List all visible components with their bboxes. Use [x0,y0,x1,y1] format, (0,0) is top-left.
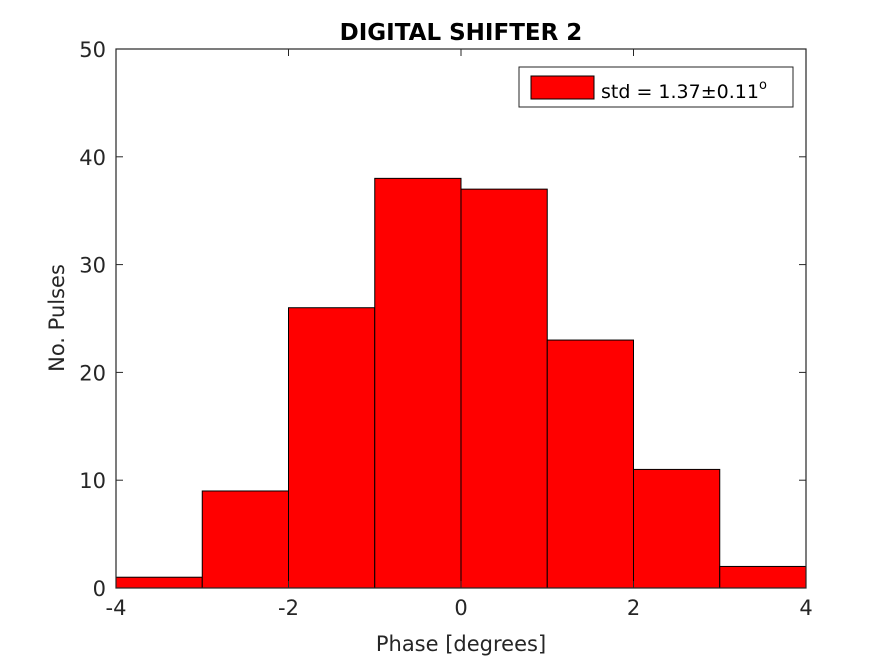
legend-label: std = 1.37±0.11o [601,78,767,103]
histogram-bar [115,576,203,589]
histogram-bar [633,468,721,589]
y-tick-label: 50 [79,38,106,62]
chart-title: DIGITAL SHIFTER 2 [340,20,583,46]
x-tick-label: 2 [627,596,640,620]
histogram-bar [460,188,548,589]
y-tick-label: 20 [79,361,106,385]
histogram-bar [288,307,376,589]
x-tick-label: -4 [106,596,127,620]
histogram-bar [719,565,807,589]
histogram-bar [374,177,462,589]
histogram-bars [115,177,807,589]
legend: std = 1.37±0.11o [518,66,794,108]
histogram-bar [546,339,634,589]
histogram-bar [201,490,289,589]
legend-label-main: std = 1.37±0.11 [601,81,759,103]
x-tick-label: 0 [454,596,467,620]
y-tick-label: 10 [79,469,106,493]
y-tick-label: 40 [79,146,106,170]
y-axis-label: No. Pulses [45,264,69,372]
legend-swatch [530,75,595,100]
x-tick-label: -2 [278,596,299,620]
x-tick-label: 4 [799,596,812,620]
legend-label-superscript: o [759,78,767,93]
axes-box [115,48,807,589]
y-tick-label: 0 [93,577,106,601]
x-axis-label: Phase [degrees] [376,632,546,656]
y-tick-label: 30 [79,254,106,278]
